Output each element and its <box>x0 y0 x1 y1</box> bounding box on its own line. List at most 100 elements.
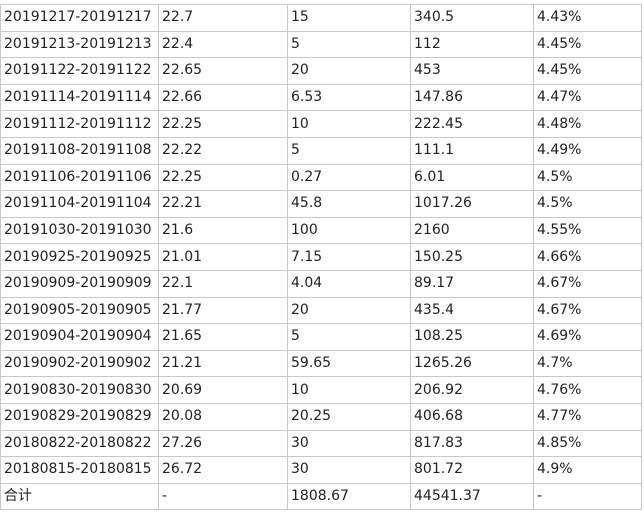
table-cell: 4.47% <box>533 83 642 112</box>
table-cell: 22.4 <box>158 30 288 59</box>
table-cell: 21.65 <box>158 323 288 351</box>
table-row: 20191217-20191217 22.7 15 340.5 4.43% <box>0 4 642 32</box>
table-cell: 20190830-20190830 <box>0 376 159 404</box>
table-row: 20190925-20190925 21.01 7.15 150.25 4.66% <box>0 243 642 271</box>
table-cell: 44541.37 <box>410 482 534 511</box>
table-cell: 21.77 <box>158 296 288 325</box>
table-row: 20180815-20180815 26.72 30 801.72 4.9% <box>0 456 642 484</box>
table-cell: 22.21 <box>158 190 288 218</box>
table-cell: 4.66% <box>533 243 642 271</box>
table-cell: 20191213-20191213 <box>0 30 159 59</box>
table-cell: 112 <box>410 30 534 59</box>
table-row: 20190902-20190902 21.21 59.65 1265.26 4.7% <box>0 349 642 378</box>
table-cell: 45.8 <box>287 190 411 218</box>
table-cell: 89.17 <box>410 269 534 298</box>
table-cell: 10 <box>287 376 411 404</box>
table-cell: 222.45 <box>410 110 534 138</box>
table-row: 20191112-20191112 22.25 10 222.45 4.48% <box>0 110 642 138</box>
table-cell: 30 <box>287 429 411 458</box>
table-cell: 4.45% <box>533 57 642 85</box>
table-cell: 4.43% <box>533 4 642 32</box>
table-cell: 5 <box>287 30 411 59</box>
table-cell: 合计 <box>0 482 159 511</box>
table-cell: 20 <box>287 57 411 85</box>
table-cell: 817.83 <box>410 429 534 458</box>
table-cell: 340.5 <box>410 4 534 32</box>
table-cell: 4.5% <box>533 163 642 192</box>
table-row: 20191213-20191213 22.4 5 112 4.45% <box>0 30 642 59</box>
table-cell: 0.27 <box>287 163 411 192</box>
table-cell: - <box>533 482 642 511</box>
data-table: 20191217-20191217 22.7 15 340.5 4.43% 2019121… <box>0 4 642 511</box>
table-cell: 22.65 <box>158 57 288 85</box>
table-cell: 30 <box>287 456 411 484</box>
table-cell: 20180822-20180822 <box>0 429 159 458</box>
table-cell: 22.22 <box>158 136 288 165</box>
table-cell: 4.48% <box>533 110 642 138</box>
table-cell: 20191114-20191114 <box>0 83 159 112</box>
table-cell: 4.45% <box>533 30 642 59</box>
table-cell: 2160 <box>410 216 534 245</box>
table-cell: 20191122-20191122 <box>0 57 159 85</box>
table-cell: 801.72 <box>410 456 534 484</box>
table-row: 20191104-20191104 22.21 45.8 1017.26 4.5% <box>0 190 642 218</box>
table-cell: 435.4 <box>410 296 534 325</box>
table-cell: 4.77% <box>533 402 642 431</box>
table-cell: 20190909-20190909 <box>0 269 159 298</box>
table-cell: 20191104-20191104 <box>0 190 159 218</box>
table-cell: 22.7 <box>158 4 288 32</box>
table-row: 20190905-20190905 21.77 20 435.4 4.67% <box>0 296 642 325</box>
table-cell: 20 <box>287 296 411 325</box>
table-cell: 4.9% <box>533 456 642 484</box>
table-cell: 4.67% <box>533 296 642 325</box>
table-cell: 7.15 <box>287 243 411 271</box>
table-cell: 21.6 <box>158 216 288 245</box>
table-cell: 22.25 <box>158 163 288 192</box>
table-cell: 59.65 <box>287 349 411 378</box>
table-row: 20191122-20191122 22.65 20 453 4.45% <box>0 57 642 85</box>
table-body: 20191217-20191217 22.7 15 340.5 4.43% 2019121… <box>0 4 642 511</box>
table-cell: 4.55% <box>533 216 642 245</box>
table-cell: 20191106-20191106 <box>0 163 159 192</box>
table-cell: 5 <box>287 323 411 351</box>
table-cell: 4.67% <box>533 269 642 298</box>
table-cell: 20191112-20191112 <box>0 110 159 138</box>
table-cell: 4.49% <box>533 136 642 165</box>
table-cell: 206.92 <box>410 376 534 404</box>
table-cell: 20.08 <box>158 402 288 431</box>
table-cell: 6.53 <box>287 83 411 112</box>
table-cell: 20191217-20191217 <box>0 4 159 32</box>
table-cell: 4.7% <box>533 349 642 378</box>
table-cell: 22.66 <box>158 83 288 112</box>
table-cell: 111.1 <box>410 136 534 165</box>
table-cell: 4.5% <box>533 190 642 218</box>
table-cell: 26.72 <box>158 456 288 484</box>
table-cell: 20190905-20190905 <box>0 296 159 325</box>
table-row: 20191030-20191030 21.6 100 2160 4.55% <box>0 216 642 245</box>
table-row: 20190830-20190830 20.69 10 206.92 4.76% <box>0 376 642 404</box>
table-cell: 21.01 <box>158 243 288 271</box>
table-cell: 1808.67 <box>287 482 411 511</box>
table-cell: 27.26 <box>158 429 288 458</box>
table-cell: 406.68 <box>410 402 534 431</box>
table-cell: 20190904-20190904 <box>0 323 159 351</box>
table-cell: 4.69% <box>533 323 642 351</box>
table-cell: 20191108-20191108 <box>0 136 159 165</box>
table-cell: 147.86 <box>410 83 534 112</box>
table-cell: 150.25 <box>410 243 534 271</box>
table-cell: 22.25 <box>158 110 288 138</box>
table-cell: 20180815-20180815 <box>0 456 159 484</box>
table-row: 20191114-20191114 22.66 6.53 147.86 4.47% <box>0 83 642 112</box>
table-cell: 453 <box>410 57 534 85</box>
table-cell: 4.04 <box>287 269 411 298</box>
table-cell: 20190925-20190925 <box>0 243 159 271</box>
table-cell: 100 <box>287 216 411 245</box>
table-cell: 21.21 <box>158 349 288 378</box>
table-cell: 22.1 <box>158 269 288 298</box>
table-row: 合计 -1808.67 44541.37- <box>0 482 642 511</box>
table-cell: 4.76% <box>533 376 642 404</box>
table-cell: 20.69 <box>158 376 288 404</box>
table-cell: 20191030-20191030 <box>0 216 159 245</box>
table-row: 20191108-20191108 22.22 5 111.1 4.49% <box>0 136 642 165</box>
